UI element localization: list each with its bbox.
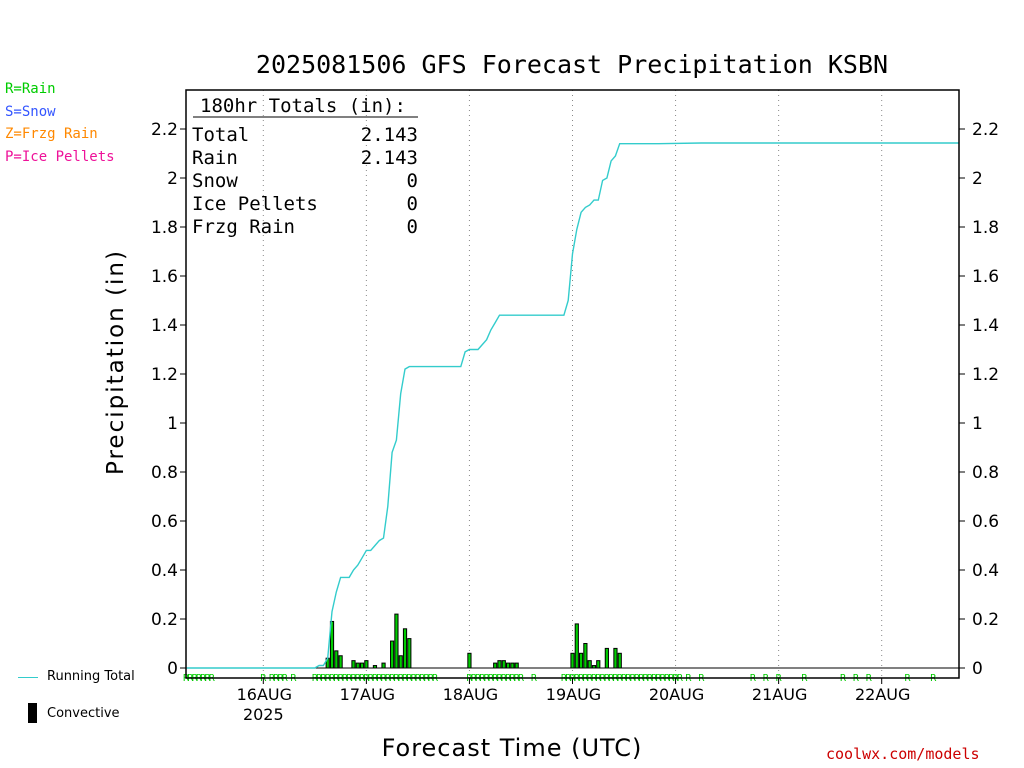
totals-value: 0 bbox=[407, 216, 418, 238]
convective-bar bbox=[501, 660, 506, 669]
convective-bar bbox=[497, 660, 502, 669]
convective-bar bbox=[467, 652, 472, 669]
convective-bar bbox=[583, 643, 588, 669]
convective-bar bbox=[591, 665, 597, 669]
convective-bar bbox=[372, 665, 378, 669]
x-tick-label: 22AUG bbox=[855, 685, 910, 704]
y-tick-label-right: 0.6 bbox=[972, 512, 999, 532]
x-tick-label: 16AUG bbox=[237, 685, 292, 704]
y-tick-label-left: 0.2 bbox=[151, 610, 178, 630]
legend-snow: S=Snow bbox=[5, 104, 56, 120]
convective-bar bbox=[364, 660, 369, 669]
y-tick-label-left: 0.4 bbox=[151, 561, 178, 581]
x-tick-label: 19AUG bbox=[546, 685, 601, 704]
x-tick-label: 17AUG bbox=[340, 685, 395, 704]
y-tick-label-right: 0.2 bbox=[972, 610, 999, 630]
y-tick-label-left: 0.6 bbox=[151, 512, 178, 532]
y-tick-label-right: 0 bbox=[972, 659, 983, 679]
x-tick-sublabel: 2025 bbox=[243, 705, 284, 724]
totals-label: Total bbox=[192, 124, 249, 146]
x-tick-label: 20AUG bbox=[649, 685, 704, 704]
y-tick-label-right: 1.8 bbox=[972, 218, 999, 238]
legend-rain: R=Rain bbox=[5, 81, 56, 97]
y-tick-label-right: 2.2 bbox=[972, 120, 999, 140]
y-tick-label-left: 2.2 bbox=[151, 120, 178, 140]
convective-key-swatch bbox=[28, 703, 37, 723]
totals-value: 2.143 bbox=[361, 124, 418, 146]
y-tick-label-right: 0.4 bbox=[972, 561, 999, 581]
running-total-key-line bbox=[18, 677, 38, 678]
y-tick-label-right: 1.4 bbox=[972, 316, 999, 336]
convective-bar bbox=[574, 623, 579, 669]
convective-bar bbox=[596, 660, 601, 669]
y-tick-label-left: 1.2 bbox=[151, 365, 178, 385]
convective-bar bbox=[359, 662, 365, 669]
convective-bar bbox=[338, 655, 343, 669]
y-tick-label-right: 0.8 bbox=[972, 463, 999, 483]
x-tick-label: 18AUG bbox=[443, 685, 498, 704]
convective-bar bbox=[394, 613, 399, 669]
totals-label: Rain bbox=[192, 147, 238, 169]
totals-value: 0 bbox=[407, 170, 418, 192]
convective-bar bbox=[334, 650, 339, 669]
convective-key-label: Convective bbox=[47, 706, 120, 721]
totals-label: Snow bbox=[192, 170, 238, 192]
convective-bar bbox=[398, 655, 403, 669]
running-total-line bbox=[186, 142, 959, 669]
convective-bar bbox=[407, 638, 412, 669]
y-tick-label-right: 1.2 bbox=[972, 365, 999, 385]
convective-bar bbox=[570, 652, 575, 669]
convective-bar bbox=[390, 640, 395, 669]
convective-bar bbox=[613, 647, 618, 669]
convective-bar bbox=[578, 652, 584, 669]
convective-bar bbox=[617, 652, 622, 669]
convective-bar bbox=[381, 662, 386, 669]
y-tick-label-left: 1 bbox=[167, 414, 178, 434]
totals-label: Ice Pellets bbox=[192, 193, 318, 215]
convective-bar bbox=[402, 628, 408, 669]
chart-title: 2025081506 GFS Forecast Precipitation KS… bbox=[255, 50, 889, 79]
legend-ice-pellets: P=Ice Pellets bbox=[5, 149, 115, 165]
x-tick-label: 21AUG bbox=[752, 685, 807, 704]
y-tick-label-right: 2 bbox=[972, 169, 983, 189]
totals-header: 180hr Totals (in): bbox=[200, 95, 406, 117]
convective-bar bbox=[604, 647, 609, 669]
y-tick-label-right: 1.6 bbox=[972, 267, 999, 287]
convective-bar bbox=[505, 662, 511, 669]
convective-bar bbox=[510, 662, 515, 669]
convective-bar bbox=[587, 660, 592, 669]
y-tick-label-left: 1.6 bbox=[151, 267, 178, 287]
y-tick-label-left: 0.8 bbox=[151, 463, 178, 483]
totals-label: Frzg Rain bbox=[192, 216, 295, 238]
convective-bar bbox=[493, 662, 498, 669]
convective-bar bbox=[514, 662, 519, 669]
totals-value: 0 bbox=[407, 193, 418, 215]
convective-bar bbox=[351, 660, 356, 669]
y-tick-label-right: 1 bbox=[972, 414, 983, 434]
running-total-key-label: Running Total bbox=[47, 669, 135, 684]
legend-freezing-rain: Z=Frzg Rain bbox=[5, 126, 98, 142]
convective-bar bbox=[355, 662, 360, 669]
y-tick-label-left: 1.4 bbox=[151, 316, 178, 336]
y-tick-label-left: 2 bbox=[167, 169, 178, 189]
x-axis-title: Forecast Time (UTC) bbox=[381, 734, 643, 762]
convective-bar bbox=[329, 620, 335, 669]
y-axis-title: Precipitation (in) bbox=[103, 249, 129, 475]
totals-value: 2.143 bbox=[361, 147, 418, 169]
credit-text: coolwx.com/models bbox=[826, 745, 980, 763]
y-tick-label-left: 0 bbox=[167, 659, 178, 679]
plot-frame bbox=[185, 89, 960, 679]
y-tick-label-left: 1.8 bbox=[151, 218, 178, 238]
